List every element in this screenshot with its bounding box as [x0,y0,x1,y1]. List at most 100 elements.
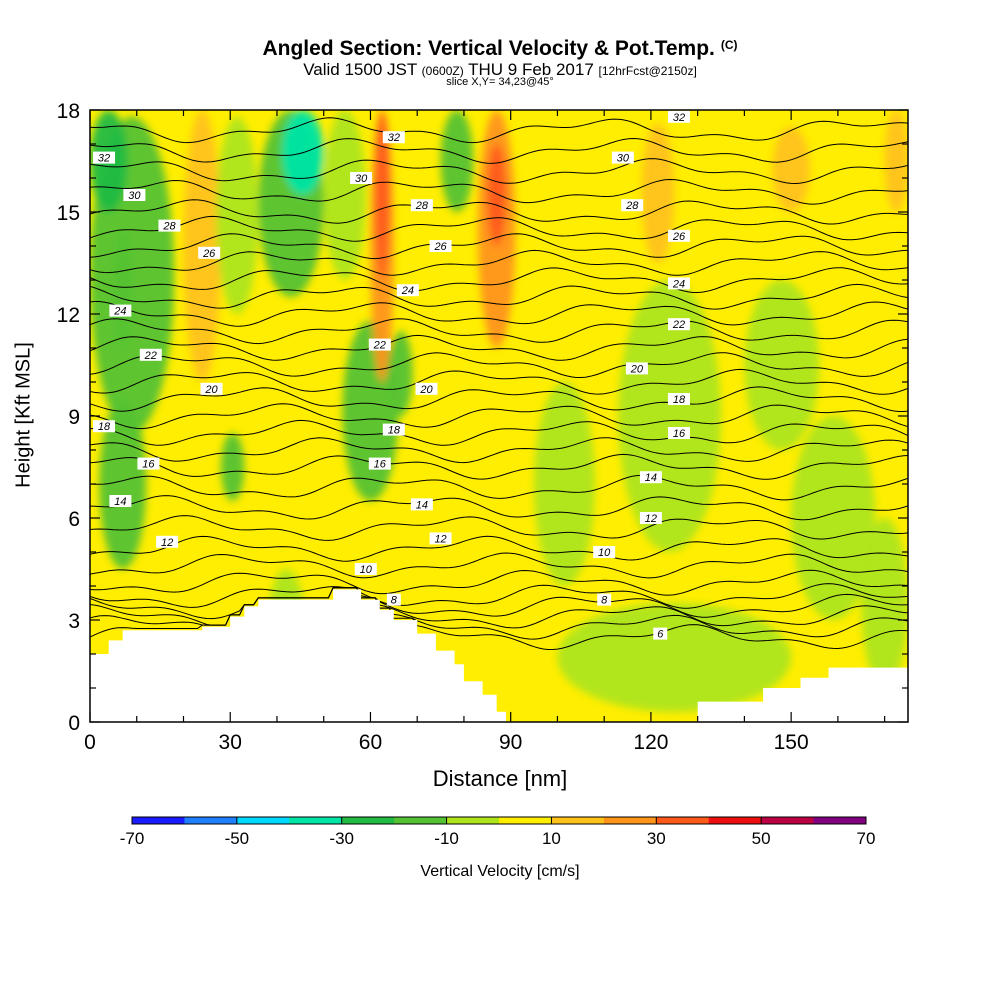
theta-line-23 [90,318,908,345]
contour-label-bg-10 [156,535,179,548]
contour-label: 24 [113,306,126,318]
contour-label: 22 [144,350,157,362]
contour-label: 14 [416,499,428,511]
contour-label: 18 [98,421,111,433]
contour-label-bg-34 [639,512,662,524]
contour-label-bg-33 [639,471,662,484]
contour-label: 28 [625,200,639,212]
velocity-cell-26 [557,603,792,712]
velocity-cell-3 [113,229,133,348]
x-tick-label: 120 [633,731,668,754]
colorbar-swatch [656,817,710,824]
contour-label-bg-25 [611,151,634,164]
contour-label-bg-24 [667,110,690,123]
theta-line-29 [90,215,908,242]
theta-line-30 [90,199,908,225]
colorbar-swatch [813,817,867,824]
contour-label-bg-22 [354,563,377,575]
valid-date: THU 9 Feb 2017 [468,60,594,79]
contour-label: 20 [630,363,644,375]
contour-label: 24 [401,285,414,297]
theta-line-24 [90,301,908,327]
theta-line-18 [90,403,908,430]
contour-label: 28 [162,221,176,233]
theta-line-20 [90,368,908,395]
contour-label: 18 [388,425,401,437]
theta-line-16 [90,437,908,464]
colorbar-swatch [499,817,552,824]
theta-line-11 [90,535,908,562]
contour-label-bg-28 [667,277,690,290]
colorbar-tick-label: -50 [225,829,250,848]
theta-line-19 [90,386,908,412]
velocity-cell-18 [534,382,595,586]
x-axis-label: Distance [nm] [432,766,568,791]
velocity-cell-25 [772,127,810,212]
plot-area: 32 30 28 26 24 22 20 18 16 14 12 32 30 28 26 24 22 20 18 16… [90,110,908,722]
contour-label: 22 [373,340,386,352]
contour-label: 30 [617,153,630,165]
contour-label: 10 [598,547,611,559]
contour-label: 8 [391,595,398,607]
contour-label-bg-15 [396,284,419,297]
y-tick-label: 6 [68,508,80,531]
colorbar-tick-label: 50 [752,829,771,848]
velocity-cell-2 [99,399,147,569]
contour-label-bg-23 [386,593,401,606]
colorbar-tick-label: -10 [434,829,459,848]
colorbar-swatch [708,817,762,824]
forecast-info: [12hrFcst@2150z] [598,64,697,78]
contour-label-bg-0 [93,151,116,164]
theta-line-31 [90,178,908,205]
contour-label: 12 [161,537,173,549]
x-tick-label: 60 [359,731,382,754]
contour-label: 16 [142,459,155,471]
valid-time: Valid 1500 JST [303,60,417,79]
chart-title: Angled Section: Vertical Velocity & Pot.… [0,37,1000,61]
velocity-cell-5 [216,116,259,315]
contour-label: 12 [434,533,446,545]
velocity-cell-9 [220,433,245,501]
theta-line-21 [90,352,908,378]
contour-label: 32 [673,112,685,124]
contour-label: 26 [433,241,447,253]
y-tick-label: 12 [57,304,80,327]
theta-line-6 [90,587,908,629]
contour-label: 6 [657,629,664,641]
contour-label-bg-2 [158,219,181,232]
valid-utc: (0600Z) [421,64,464,78]
contour-label-bg-20 [410,498,433,511]
velocity-cell-21 [744,280,820,450]
contour-label-bg-3 [198,246,221,259]
contour-label-bg-6 [200,382,223,395]
theta-line-8 [90,583,908,609]
velocity-cell-13 [375,110,390,280]
contour-label-bg-21 [429,532,452,545]
contour-label: 20 [419,384,433,396]
slice-info: slice X,Y= 34,23@45° [446,76,554,88]
colorbar-label: Vertical Velocity [cm/s] [420,863,580,880]
title-note: (C) [720,38,738,52]
theta-line-32 [90,158,908,185]
contour-label-bg-11 [382,131,405,144]
contour-label-bg-1 [123,189,146,201]
theta-line-27 [90,249,908,276]
contour-label-bg-36 [597,593,612,606]
contour-label-bg-30 [625,362,648,375]
x-tick-label: 0 [84,731,96,754]
contour-labels: 32 30 28 26 24 22 20 18 16 14 12 32 30 28 26 24 22 20 18 16… [93,110,690,641]
contour-label-bg-7 [93,420,116,433]
theta-line-25 [90,283,908,310]
chart-subtitle: Valid 1500 JST (0600Z) THU 9 Feb 2017 [1… [0,60,1000,80]
theta-line-7 [90,587,908,620]
contour-label-bg-32 [667,427,690,439]
colorbar-swatch [603,817,657,824]
velocity-cell-22 [791,416,876,620]
theta-line-10 [90,552,908,579]
contour-label: 24 [672,278,685,290]
contour-label-bg-18 [382,423,405,436]
colorbar-swatch [289,817,343,824]
colorbar-swatch [132,817,185,824]
contour-label-bg-12 [350,172,373,184]
